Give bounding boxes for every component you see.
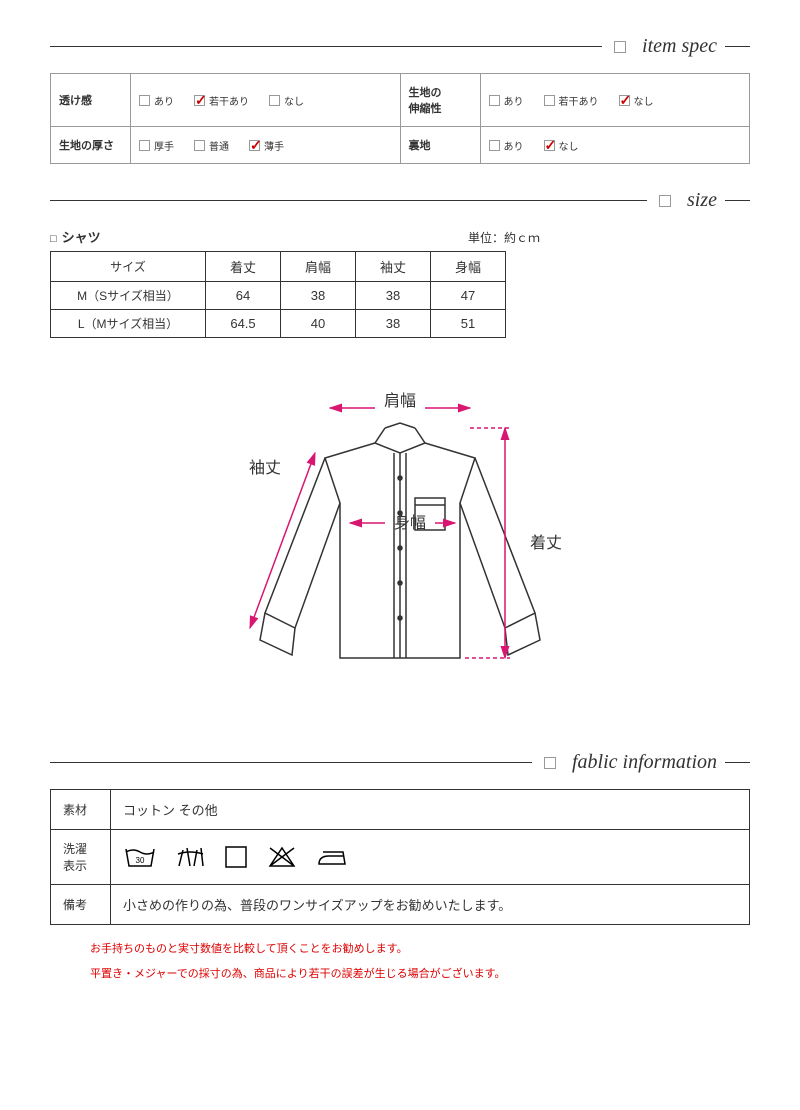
spec-option: 薄手: [249, 138, 284, 153]
spec-option: あり: [139, 93, 174, 108]
checkbox-icon: [619, 95, 630, 106]
checkbox-icon: [249, 140, 260, 151]
size-table: サイズ着丈肩幅袖丈身幅 M（Sサイズ相当）64383847L（Mサイズ相当）64…: [50, 251, 506, 338]
spec-option: 厚手: [139, 138, 174, 153]
spec-option: なし: [269, 93, 304, 108]
note-line: お手持ちのものと実寸数値を比較して頂くことをお勧めします。: [90, 940, 750, 960]
note-line: 平置き・メジャーでの採寸の為、商品により若干の誤差が生じる場合がございます。: [90, 965, 750, 985]
checkbox-icon: [194, 95, 205, 106]
diagram-label-shoulder: 肩幅: [384, 392, 416, 410]
section-header-size: size: [50, 189, 750, 212]
checkbox-icon: [544, 95, 555, 106]
size-col-header: 身幅: [431, 252, 506, 282]
shirt-diagram: 肩幅 袖丈 身幅 着丈: [50, 368, 750, 711]
bleach-icon: [175, 844, 205, 870]
footer-notes: お手持ちのものと実寸数値を比較して頂くことをお勧めします。 平置き・メジャーでの…: [50, 940, 750, 985]
size-col-header: サイズ: [51, 252, 206, 282]
spec-label: 生地の厚さ: [51, 127, 131, 164]
table-row: M（Sサイズ相当）64383847: [51, 282, 506, 310]
note-value: 小さめの作りの為、普段のワンサイズアップをお勧めいたします。: [111, 885, 750, 925]
spec-option: あり: [489, 93, 524, 108]
product-name: シャツ: [62, 227, 101, 246]
spec-option: なし: [619, 93, 654, 108]
note-label: 備考: [51, 885, 111, 925]
diagram-label-sleeve: 袖丈: [249, 459, 281, 477]
section-title: item spec: [642, 35, 717, 58]
spec-label: 裏地: [400, 127, 480, 164]
care-label: 洗濯 表示: [51, 830, 111, 885]
checkbox-icon: [139, 140, 150, 151]
spec-option: 普通: [194, 138, 229, 153]
spec-label: 生地の 伸縮性: [400, 74, 480, 127]
section-title: size: [687, 189, 717, 212]
care-icons: 30: [123, 844, 737, 870]
size-col-header: 肩幅: [281, 252, 356, 282]
size-col-header: 着丈: [206, 252, 281, 282]
checkbox-icon: [194, 140, 205, 151]
material-value: コットン その他: [111, 790, 750, 830]
section-header-fabric: fablic information: [50, 751, 750, 774]
iron-icon: [315, 844, 349, 870]
no-dryclean-icon: [267, 844, 297, 870]
size-col-header: 袖丈: [356, 252, 431, 282]
section-header-item-spec: item spec: [50, 35, 750, 58]
material-label: 素材: [51, 790, 111, 830]
spec-option: 若干あり: [194, 93, 249, 108]
diagram-label-length: 着丈: [530, 534, 562, 552]
table-row: L（Mサイズ相当）64.5403851: [51, 310, 506, 338]
checkbox-icon: [489, 95, 500, 106]
spec-table: 透け感 あり若干ありなし 生地の 伸縮性 あり若干ありなし 生地の厚さ 厚手普通…: [50, 73, 750, 164]
fabric-table: 素材 コットン その他 洗濯 表示 30 備考 小さめの作りの為、普段のワンサイ…: [50, 789, 750, 925]
size-unit: 単位：約ｃｍ: [468, 229, 540, 246]
wash-icon: 30: [123, 844, 157, 870]
spec-option: なし: [544, 138, 579, 153]
spec-option: あり: [489, 138, 524, 153]
spec-option: 若干あり: [544, 93, 599, 108]
checkbox-icon: [139, 95, 150, 106]
checkbox-icon: [544, 140, 555, 151]
checkbox-icon: [269, 95, 280, 106]
diagram-label-width: 身幅: [394, 514, 426, 532]
spec-label: 透け感: [51, 74, 131, 127]
checkbox-icon: [489, 140, 500, 151]
dry-icon: [223, 844, 249, 870]
svg-text:30: 30: [136, 856, 145, 865]
section-title: fablic information: [572, 751, 717, 774]
